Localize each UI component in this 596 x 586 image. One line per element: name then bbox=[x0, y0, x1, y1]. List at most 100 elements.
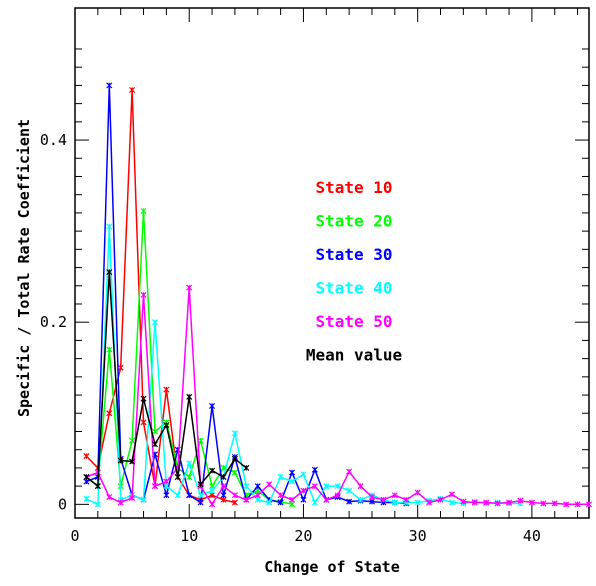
x-tick-label: 20 bbox=[294, 527, 312, 545]
data-point bbox=[83, 495, 90, 502]
data-point bbox=[563, 501, 570, 508]
data-point bbox=[209, 492, 216, 499]
data-point bbox=[243, 483, 250, 490]
data-point bbox=[197, 437, 204, 444]
data-point bbox=[288, 469, 296, 476]
data-point bbox=[94, 483, 101, 490]
data-point bbox=[300, 471, 307, 478]
data-point bbox=[140, 419, 147, 426]
data-point bbox=[163, 478, 170, 485]
data-point bbox=[368, 494, 376, 501]
data-point bbox=[391, 499, 398, 506]
data-point bbox=[197, 499, 204, 506]
data-point bbox=[140, 496, 147, 503]
data-point bbox=[288, 478, 296, 485]
y-axis-title: Specific / Total Rate Coefficient bbox=[15, 119, 33, 417]
data-point bbox=[140, 291, 147, 298]
data-point bbox=[117, 457, 124, 464]
data-point bbox=[151, 319, 158, 326]
data-point bbox=[220, 496, 227, 503]
data-point bbox=[209, 501, 216, 508]
series-state-40 bbox=[83, 223, 524, 508]
data-point bbox=[357, 483, 364, 490]
data-point bbox=[254, 483, 261, 490]
data-point bbox=[585, 501, 593, 508]
data-point bbox=[163, 492, 170, 499]
data-point bbox=[197, 492, 204, 499]
data-point bbox=[231, 499, 238, 506]
legend-entry: State 10 bbox=[315, 178, 392, 197]
data-point bbox=[163, 483, 170, 490]
data-point bbox=[574, 501, 581, 508]
legend-entry: State 40 bbox=[315, 279, 392, 298]
y-tick-label: 0 bbox=[58, 495, 67, 513]
data-point bbox=[323, 483, 330, 490]
data-point bbox=[231, 430, 238, 437]
data-point bbox=[186, 284, 193, 291]
data-point bbox=[506, 499, 513, 506]
data-point bbox=[117, 364, 124, 371]
data-point bbox=[403, 496, 410, 503]
data-point bbox=[288, 496, 296, 503]
data-point bbox=[311, 466, 318, 473]
data-point bbox=[380, 496, 387, 503]
data-point bbox=[174, 473, 181, 481]
series-mean-value bbox=[83, 269, 250, 490]
data-point bbox=[243, 496, 250, 503]
data-point bbox=[540, 500, 547, 507]
legend-entry: State 20 bbox=[315, 212, 392, 231]
x-tick-label: 10 bbox=[180, 527, 198, 545]
data-point bbox=[471, 499, 478, 506]
data-point bbox=[334, 492, 341, 499]
data-point bbox=[151, 428, 158, 435]
data-point bbox=[266, 481, 273, 488]
data-point bbox=[517, 497, 524, 504]
data-point bbox=[83, 478, 90, 485]
series-line bbox=[85, 89, 236, 504]
data-point bbox=[163, 422, 170, 429]
data-point bbox=[243, 464, 250, 471]
data-point bbox=[197, 481, 204, 488]
data-point bbox=[186, 473, 193, 481]
data-point bbox=[106, 223, 113, 230]
data-point bbox=[106, 494, 113, 501]
x-axis-title: Change of State bbox=[264, 558, 399, 576]
data-point bbox=[151, 483, 158, 490]
data-point bbox=[140, 395, 147, 402]
data-point bbox=[220, 483, 227, 490]
data-point bbox=[140, 208, 147, 215]
data-point bbox=[448, 491, 455, 498]
data-point bbox=[129, 458, 136, 465]
data-point bbox=[209, 467, 216, 474]
data-point bbox=[288, 501, 296, 508]
data-point bbox=[528, 499, 535, 506]
data-point bbox=[391, 492, 398, 499]
data-point bbox=[186, 492, 193, 499]
data-point bbox=[129, 86, 136, 93]
data-point bbox=[426, 499, 433, 506]
data-point bbox=[106, 410, 113, 417]
data-point bbox=[494, 500, 501, 507]
data-point bbox=[220, 473, 227, 481]
data-point bbox=[254, 492, 261, 499]
data-point bbox=[300, 496, 307, 503]
data-point bbox=[334, 483, 341, 490]
data-point bbox=[151, 441, 158, 448]
data-point bbox=[83, 453, 90, 460]
data-point bbox=[437, 496, 444, 503]
data-point bbox=[414, 489, 421, 496]
series-state-50 bbox=[83, 284, 593, 508]
data-point bbox=[460, 498, 467, 505]
data-point bbox=[277, 499, 284, 506]
ticks: 0 10 20 30 40 0 0.2 0.4 bbox=[40, 8, 589, 545]
x-tick-label: 30 bbox=[409, 527, 427, 545]
x-tick-label: 40 bbox=[523, 527, 541, 545]
data-point bbox=[106, 269, 113, 276]
data-point bbox=[311, 499, 318, 506]
x-tick-label: 0 bbox=[70, 527, 79, 545]
data-point bbox=[174, 492, 181, 499]
data-point bbox=[106, 346, 113, 353]
data-point bbox=[106, 82, 113, 89]
